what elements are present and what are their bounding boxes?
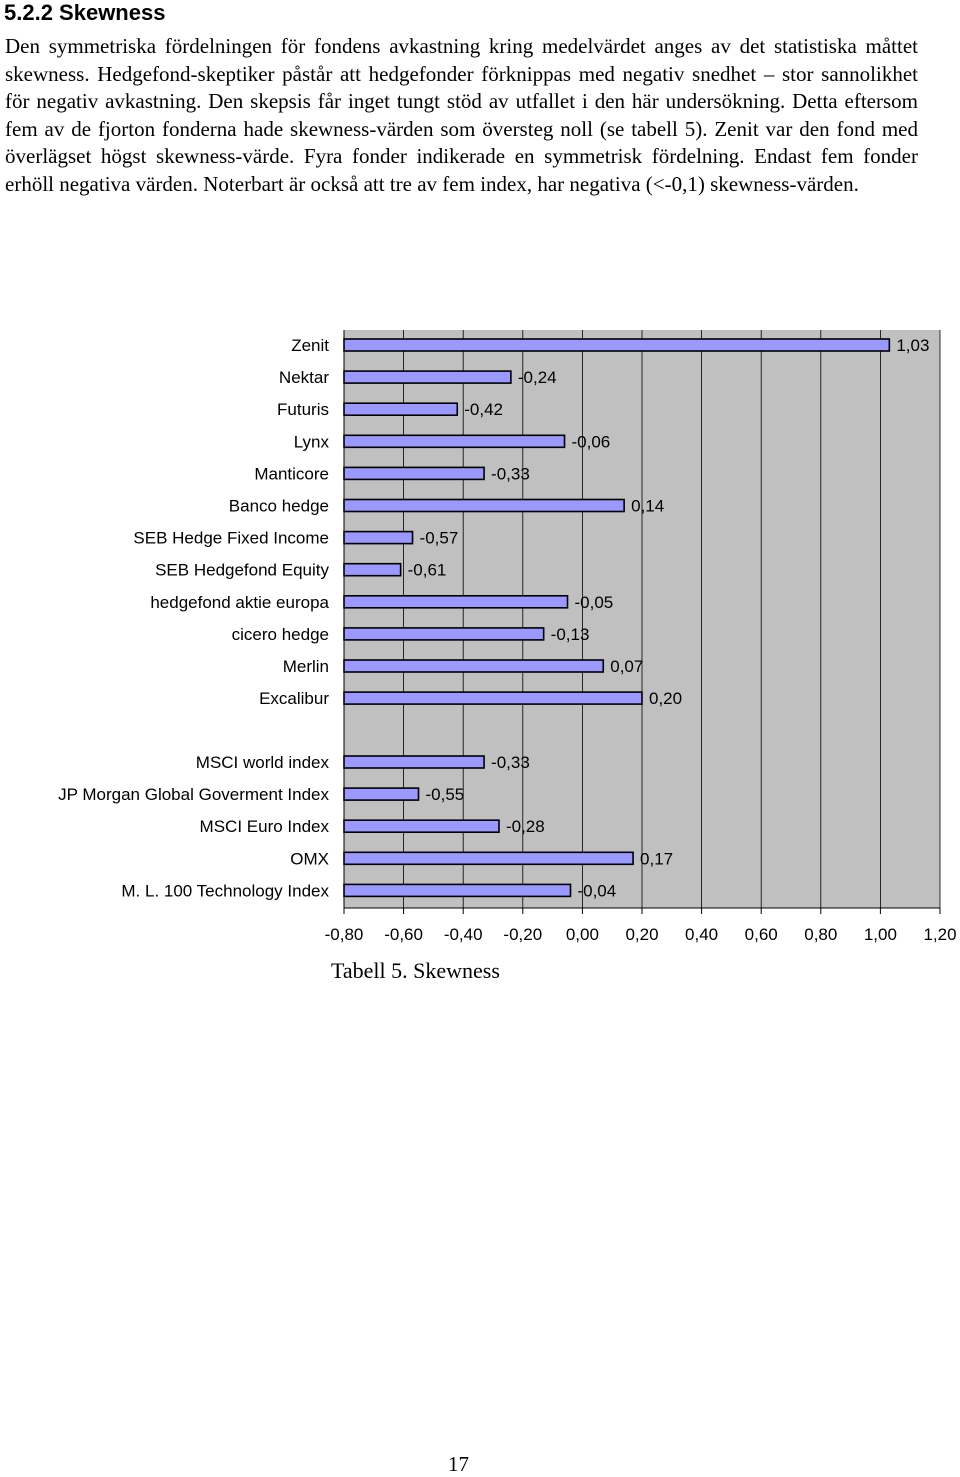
- x-tick-label: 0,00: [566, 925, 599, 944]
- x-tick-label: -0,20: [503, 925, 542, 944]
- data-label: -0,57: [420, 529, 459, 548]
- bar: [343, 402, 459, 416]
- x-tick-label: -0,40: [444, 925, 483, 944]
- page-number: 17: [448, 1452, 469, 1476]
- data-label: -0,24: [518, 368, 557, 387]
- bar: [343, 466, 485, 481]
- category-label: M. L. 100 Technology Index: [121, 881, 329, 900]
- x-tick-label: 1,20: [923, 925, 956, 944]
- chart-labels: Zenit 1,03 Nektar -0,24 Futuris -0,42 Lynx -0,0…: [58, 336, 929, 900]
- x-tick-label: 0,40: [685, 925, 718, 944]
- bar: [343, 883, 572, 898]
- category-label: Futuris: [277, 400, 329, 419]
- x-tick-label: 1,00: [864, 925, 897, 944]
- chart-bars: [343, 338, 891, 898]
- data-label: -0,05: [575, 593, 614, 612]
- category-label: MSCI world index: [196, 753, 330, 772]
- data-label: -0,61: [408, 561, 447, 580]
- bar: [343, 338, 891, 352]
- bar: [343, 691, 643, 705]
- bar: [343, 755, 485, 769]
- chart-axis: -0,80 -0,60 -0,40 -0,20 0,00 0,20 0,40 0,60 0,80…: [325, 330, 957, 944]
- data-label: 1,03: [896, 336, 929, 355]
- skewness-chart: -0,80 -0,60 -0,40 -0,20 0,00 0,20 0,40 0,60 0,80…: [58, 330, 957, 944]
- bar: [343, 562, 402, 577]
- x-tick-label: 0,60: [745, 925, 778, 944]
- category-label: hedgefond aktie europa: [150, 593, 329, 612]
- data-label: 0,17: [640, 849, 673, 868]
- table-caption: Tabell 5. Skewness: [331, 958, 500, 983]
- bar: [343, 787, 420, 801]
- data-label: 0,14: [631, 497, 664, 516]
- data-label: -0,55: [426, 785, 465, 804]
- bar: [343, 434, 566, 449]
- x-tick-label: -0,60: [384, 925, 423, 944]
- category-label: Zenit: [291, 336, 329, 355]
- data-label: -0,28: [506, 817, 545, 836]
- bar: [343, 594, 569, 609]
- bar: [343, 498, 625, 513]
- category-label: Nektar: [279, 368, 329, 387]
- bar: [343, 530, 414, 545]
- bar: [343, 370, 512, 384]
- bar: [343, 819, 500, 834]
- category-label: SEB Hedgefond Equity: [155, 561, 329, 580]
- data-label: -0,33: [491, 753, 530, 772]
- data-label: -0,33: [491, 464, 530, 483]
- data-label: -0,13: [551, 625, 590, 644]
- category-label: OMX: [290, 849, 329, 868]
- category-label: Lynx: [294, 432, 330, 451]
- section-heading: 5.2.2 Skewness: [4, 0, 166, 25]
- data-label: 0,07: [610, 657, 643, 676]
- x-tick-label: 0,80: [804, 925, 837, 944]
- data-label: -0,42: [464, 400, 503, 419]
- data-label: -0,06: [572, 432, 611, 451]
- category-label: Manticore: [254, 464, 329, 483]
- section-paragraph: Den symmetriska fördelningen för fondens…: [5, 34, 918, 196]
- data-label: -0,04: [577, 881, 616, 900]
- category-label: JP Morgan Global Goverment Index: [58, 785, 329, 804]
- chart-gridlines: [343, 330, 941, 908]
- category-label: Merlin: [283, 657, 329, 676]
- category-label: cicero hedge: [232, 625, 329, 644]
- category-label: SEB Hedge Fixed Income: [133, 529, 329, 548]
- bar: [343, 627, 545, 641]
- bar: [343, 851, 634, 866]
- category-label: Excalibur: [259, 689, 329, 708]
- data-label: 0,20: [649, 689, 682, 708]
- category-label: Banco hedge: [229, 497, 329, 516]
- category-label: MSCI Euro Index: [200, 817, 330, 836]
- x-tick-label: 0,20: [625, 925, 658, 944]
- bar: [343, 659, 605, 673]
- x-tick-label: -0,80: [325, 925, 364, 944]
